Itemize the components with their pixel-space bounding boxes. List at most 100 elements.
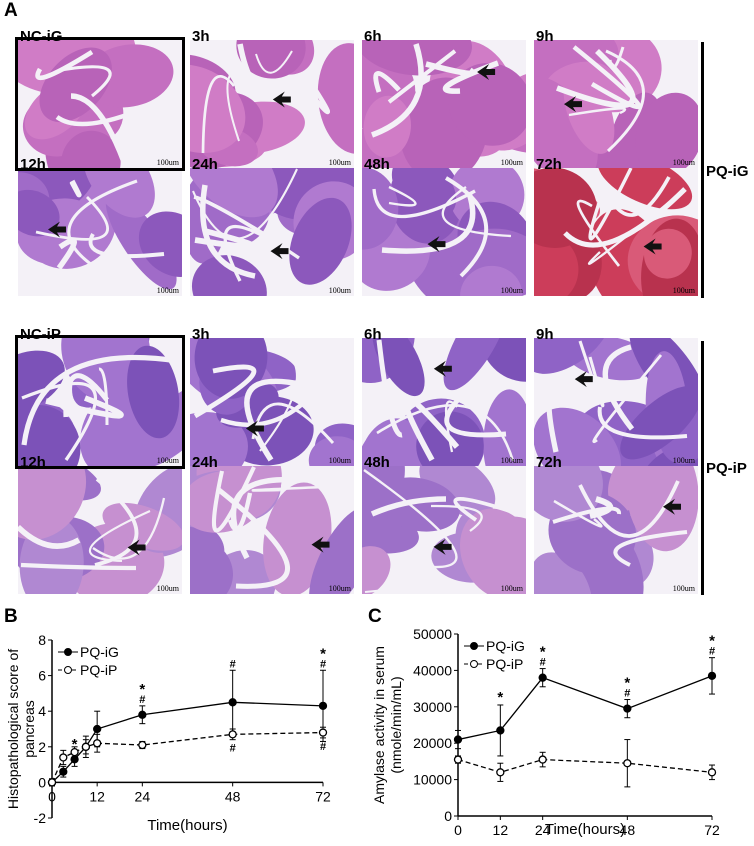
- control-frame: [15, 37, 185, 171]
- significance-mark: *: [709, 633, 715, 650]
- significance-mark: *: [540, 644, 546, 661]
- significance-mark: *: [72, 736, 78, 753]
- scale-bar-label: 100um: [500, 456, 523, 465]
- x-tick-label: 0: [454, 822, 462, 838]
- scale-bar-label: 100um: [672, 158, 695, 167]
- data-point: [138, 740, 147, 750]
- group-label-bottom: PQ-iP: [706, 460, 747, 477]
- y-tick-label: 30000: [413, 699, 452, 715]
- tile-time-label: 48h: [364, 454, 390, 471]
- data-point: [623, 759, 632, 768]
- x-tick-label: 72: [315, 788, 331, 804]
- data-point: [47, 778, 57, 787]
- scale-bar-label: 100um: [500, 584, 523, 593]
- micrograph-tile: 100um: [534, 168, 698, 296]
- x-tick-label: 72: [704, 822, 720, 838]
- group-bracket-top: [701, 42, 704, 298]
- micrograph-tile: 100um: [362, 338, 526, 466]
- scale-bar-label: 100um: [156, 158, 179, 167]
- y-axis-title-line2: pancreas: [21, 700, 37, 758]
- data-point: [93, 739, 102, 748]
- data-point: [496, 726, 505, 735]
- data-point: [496, 768, 505, 777]
- micrograph-tile: 100um: [18, 338, 182, 466]
- significance-mark: #: [540, 657, 546, 669]
- control-frame: [15, 335, 185, 469]
- scale-bar-label: 100um: [328, 286, 351, 295]
- tile-time-label: 6h: [364, 28, 382, 45]
- y-axis-title-line2: (nmole/min/mL): [388, 676, 404, 773]
- tile-time-label: 72h: [536, 156, 562, 173]
- y-tick-label: 50000: [413, 626, 452, 642]
- micrograph-tile: 100um: [362, 40, 526, 168]
- scale-bar-label: 100um: [156, 286, 179, 295]
- legend-marker: [470, 660, 478, 668]
- micrograph-tile: 100um: [190, 40, 354, 168]
- data-point: [538, 673, 547, 682]
- significance-mark: #: [624, 688, 630, 700]
- legend-label: PQ-iG: [486, 638, 525, 654]
- x-tick-label: 0: [48, 788, 56, 804]
- scale-bar-label: 100um: [328, 584, 351, 593]
- data-point: [228, 698, 237, 707]
- scale-bar-label: 100um: [500, 158, 523, 167]
- micrograph-tile: 100um: [190, 466, 354, 594]
- series-line: [51, 701, 324, 783]
- data-point: [318, 701, 328, 711]
- scale-bar-label: 100um: [500, 286, 523, 295]
- x-tick-label: 24: [135, 788, 151, 804]
- scale-bar-label: 100um: [328, 158, 351, 167]
- tile-time-label: 72h: [536, 454, 562, 471]
- tile-time-label: 24h: [192, 156, 218, 173]
- tile-time-label: 24h: [192, 454, 218, 471]
- x-tick-label: 12: [493, 822, 509, 838]
- y-tick-label: 4: [38, 703, 46, 719]
- y-tick-label: 40000: [413, 662, 452, 678]
- y-tick-label: -2: [34, 810, 47, 826]
- significance-mark: *: [624, 675, 630, 692]
- y-tick-label: 8: [38, 632, 46, 648]
- data-point: [59, 767, 68, 776]
- data-point: [707, 768, 717, 777]
- x-axis-title: Time(hours): [147, 817, 227, 834]
- chart-amylase-activity: 0 10000 20000 30000 40000 50000 0 12 24 48 72 Time(…: [371, 626, 720, 838]
- group-bracket-bottom: [701, 341, 704, 595]
- legend-marker: [64, 666, 72, 674]
- scale-bar-label: 100um: [672, 584, 695, 593]
- series-line: [457, 675, 713, 741]
- micrograph-tile: 100um: [18, 466, 182, 594]
- micrograph-tile: 100um: [534, 338, 698, 466]
- significance-mark: #: [320, 658, 326, 670]
- tile-time-label: 3h: [192, 326, 210, 343]
- x-tick-label: 48: [225, 788, 241, 804]
- micrograph-tile: 100um: [190, 338, 354, 466]
- significance-mark: *: [497, 689, 503, 706]
- significance-mark: #: [139, 694, 145, 706]
- tile-time-label: 48h: [364, 156, 390, 173]
- data-point: [93, 724, 102, 734]
- significance-mark: #: [230, 743, 236, 755]
- x-tick-label: 12: [89, 788, 105, 804]
- micrograph-tile: 100um: [18, 40, 182, 168]
- y-tick-label: 0: [444, 808, 452, 824]
- data-point: [138, 710, 147, 719]
- y-tick-label: 20000: [413, 735, 452, 751]
- y-tick-label: 2: [38, 739, 46, 755]
- tile-time-label: NC-iP: [20, 326, 61, 343]
- y-tick-label: 0: [38, 774, 46, 790]
- panel-c-label: C: [368, 606, 382, 627]
- panel-a-label: A: [4, 0, 18, 21]
- significance-mark: *: [139, 681, 145, 698]
- micrograph-tile: 100um: [362, 168, 526, 296]
- data-point: [453, 735, 463, 744]
- series-line: [51, 731, 324, 783]
- micrograph-tile: 100um: [362, 466, 526, 594]
- micrograph-tile: 100um: [190, 168, 354, 296]
- tile-time-label: NC-iG: [20, 28, 63, 45]
- scale-bar-label: 100um: [156, 456, 179, 465]
- scale-bar-label: 100um: [328, 456, 351, 465]
- tile-time-label: 6h: [364, 326, 382, 343]
- tile-time-label: 3h: [192, 28, 210, 45]
- data-point: [707, 671, 717, 681]
